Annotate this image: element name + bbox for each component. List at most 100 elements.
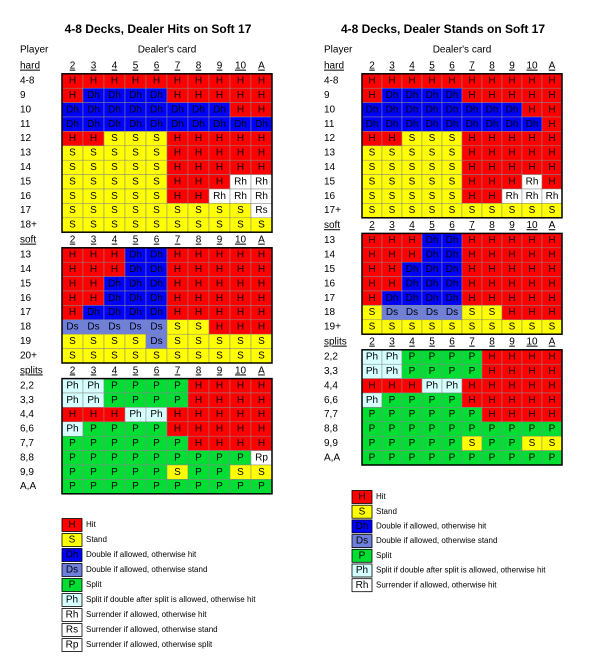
cell-code: H [408,250,415,261]
row-label: 2,2 [20,380,34,391]
legend-code: H [358,492,365,503]
column-label: 6 [154,365,160,376]
cell-code: H [258,322,265,333]
row-label: 3,3 [20,395,34,406]
cell-code: P [195,481,202,492]
cell-code: Ph [87,380,99,391]
cell-code: P [132,380,139,391]
row-label: 12 [20,133,32,144]
cell-code: S [489,307,496,318]
cell-code: S [132,336,139,347]
cell-code: S [69,220,76,231]
cell-code: P [509,452,516,463]
cell-code: H [468,76,475,87]
cell-code: Dh [108,307,121,318]
cell-code: P [509,438,516,449]
cell-code: S [111,148,118,159]
legend-code: Ph [356,565,368,576]
cell-code: H [528,235,535,246]
cell-code: S [449,205,456,216]
cell-code: H [508,366,515,377]
row-label: 2,2 [324,352,338,363]
cell-code: Rh [234,176,247,187]
cell-code: S [449,191,456,202]
cell-code: P [111,380,118,391]
cell-code: P [429,395,436,406]
row-label: 17 [324,293,336,304]
cell-code: H [174,424,181,435]
cell-code: P [449,452,456,463]
cell-code: P [369,452,376,463]
cell-code: H [368,380,375,391]
cell-code: H [195,264,202,275]
legend-swatch [351,504,373,519]
cell-code: H [368,250,375,261]
cell-code: S [69,162,76,173]
cell-code: S [69,176,76,187]
cell-code: S [489,322,496,333]
cell-code: P [132,395,139,406]
row-label: 12 [324,133,336,144]
player-label: Player [324,45,353,56]
cell-code: H [195,250,202,261]
cell-code: P [389,395,396,406]
legend-code: S [359,506,366,517]
cell-code: S [132,220,139,231]
row-label: 11 [20,119,31,130]
cell-code: P [174,438,181,449]
cell-code: P [132,424,139,435]
cell-code: H [468,162,475,173]
cell-code: Dh [426,235,439,246]
cell-code: H [548,148,555,159]
cell-code: H [528,352,535,363]
cell-code: H [548,104,555,115]
cell-code: S [409,176,416,187]
row-label: 17 [20,307,32,318]
cell-code: S [69,350,76,361]
cell-code: H [237,293,244,304]
cell-code: Ph [386,352,398,363]
cell-code: H [468,235,475,246]
cell-code: H [174,409,181,420]
cell-code: H [508,307,515,318]
cell-code: H [548,176,555,187]
cell-code: S [69,205,76,216]
cell-code: H [388,380,395,391]
cell-code: P [153,452,160,463]
column-label: 2 [70,61,76,72]
cell-code: S [174,350,181,361]
cell-code: P [449,352,456,363]
cell-code: S [237,220,244,231]
cell-code: H [488,352,495,363]
cell-code: H [488,293,495,304]
cell-code: P [90,438,97,449]
cell-code: Rh [234,191,247,202]
row-label: 4-8 [20,76,35,87]
cell-code: S [449,176,456,187]
cell-code: Ph [366,366,378,377]
cell-code: H [258,264,265,275]
cell-code: P [469,409,476,420]
cell-code: Ph [66,380,78,391]
column-label: 7 [175,235,181,246]
cell-code: P [469,352,476,363]
legend-text: Split if double after split is allowed, … [86,595,256,604]
column-label: 3 [389,61,395,72]
cell-code: P [509,424,516,435]
column-label: 2 [369,61,375,72]
column-label: 4 [409,337,415,348]
cell-code: H [548,250,555,261]
column-label: 6 [154,235,160,246]
cell-code: H [237,133,244,144]
cell-code: S [111,191,118,202]
cell-code: Dh [486,104,499,115]
cell-code: H [90,250,97,261]
row-label: 4,4 [20,409,34,420]
cell-code: Dh [213,104,226,115]
row-label: 9,9 [324,438,338,449]
table-title: 4-8 Decks, Dealer Stands on Soft 17 [341,22,545,36]
cell-code: S [409,205,416,216]
cell-code: Rh [526,191,539,202]
column-label: 10 [235,235,247,246]
cell-code: Dh [406,104,419,115]
